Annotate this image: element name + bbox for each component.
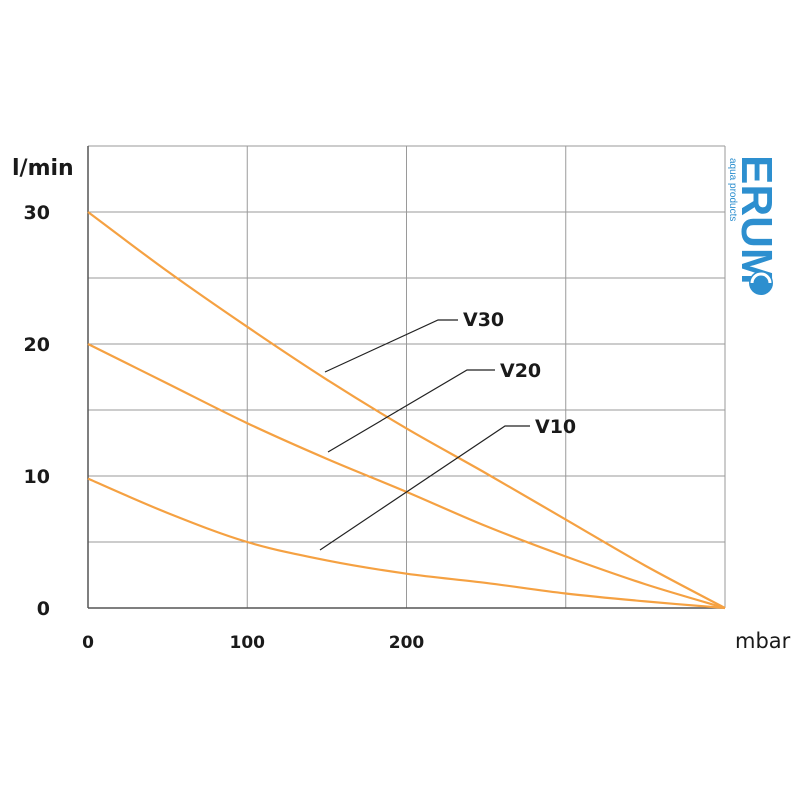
y-axis-unit: l/min: [12, 156, 74, 181]
series-label-v10: V10: [535, 416, 576, 438]
x-tick-label: 100: [230, 633, 266, 653]
logo-wave-icon: [750, 272, 772, 284]
grid: [87, 145, 726, 609]
x-tick-label: 0: [82, 633, 94, 653]
label-leader-lines: [319, 319, 530, 551]
y-tick-label: 10: [24, 466, 50, 488]
series-line-v10: [87, 477, 726, 610]
series-label-v30: V30: [463, 309, 504, 331]
x-axis-unit: mbar: [735, 629, 791, 653]
y-tick-labels: 0 10 20 30: [24, 202, 50, 620]
leader-line-v20: [327, 369, 495, 453]
leader-line-v30: [324, 319, 458, 373]
y-tick-label: 0: [37, 598, 50, 620]
logo-wordmark: ERUM: [732, 155, 781, 285]
x-tick-labels: 0 100 200: [82, 633, 424, 653]
y-tick-label: 20: [24, 334, 50, 356]
brand-logo: ERUM aqua products: [727, 155, 781, 295]
y-tick-label: 30: [24, 202, 50, 224]
leader-line-v10: [319, 425, 530, 551]
logo-tagline: aqua products: [727, 158, 738, 221]
series-label-v20: V20: [500, 360, 541, 382]
x-tick-label: 200: [389, 633, 425, 653]
series-line-v30: [87, 211, 726, 609]
